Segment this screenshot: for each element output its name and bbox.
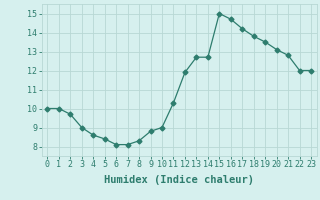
X-axis label: Humidex (Indice chaleur): Humidex (Indice chaleur) — [104, 175, 254, 185]
